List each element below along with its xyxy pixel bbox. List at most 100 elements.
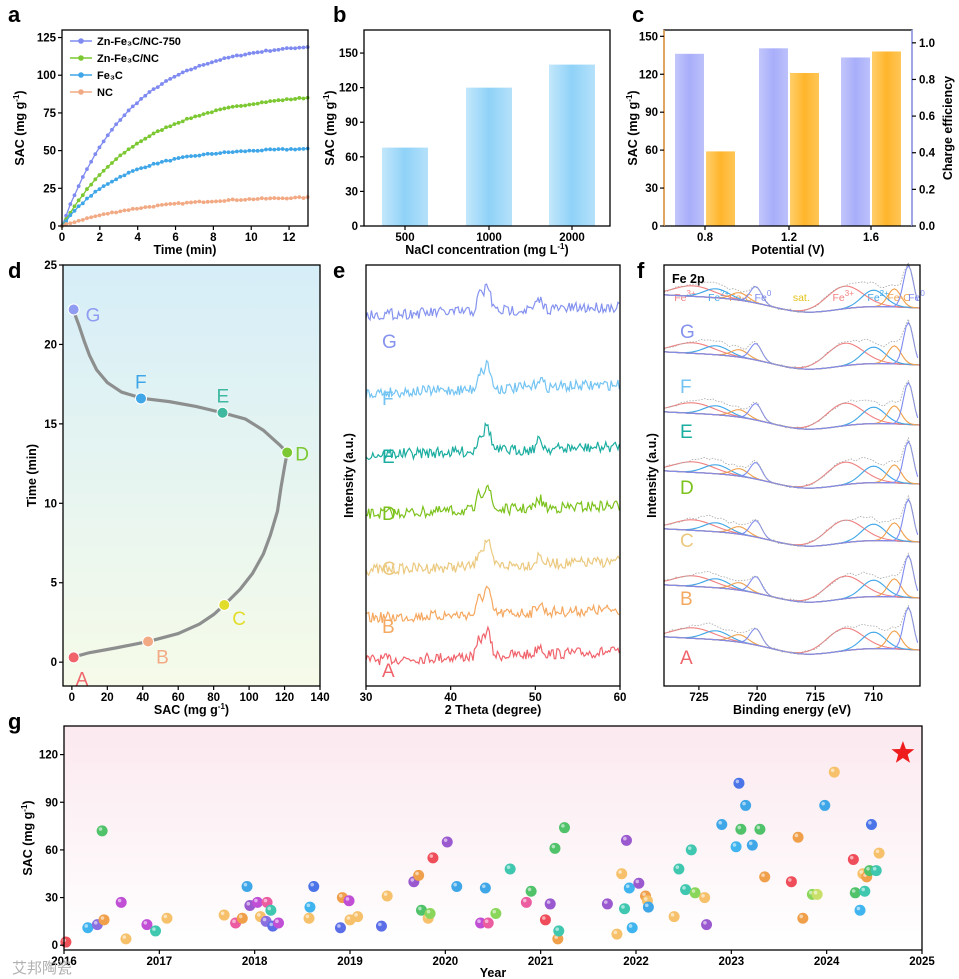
literature-point bbox=[601, 898, 613, 910]
data-point bbox=[243, 197, 248, 202]
point-highlight bbox=[682, 886, 686, 890]
panel-label-e: e bbox=[333, 258, 345, 283]
literature-point bbox=[441, 836, 453, 848]
data-point bbox=[234, 53, 239, 58]
state-label-D: D bbox=[295, 444, 309, 465]
xps-component bbox=[663, 519, 918, 547]
x-tick-label: 2 bbox=[97, 232, 103, 244]
literature-point bbox=[740, 799, 752, 811]
data-point bbox=[247, 197, 252, 201]
data-point bbox=[122, 113, 127, 118]
data-point bbox=[289, 196, 293, 201]
data-point bbox=[255, 50, 260, 55]
literature-point bbox=[265, 904, 277, 916]
y-axis-label: Time (min) bbox=[25, 444, 39, 507]
peak-label-6-sup: 2+ bbox=[880, 289, 889, 298]
data-point bbox=[209, 60, 214, 65]
legend-label-2: Fe₃C bbox=[97, 70, 123, 82]
point-highlight bbox=[152, 927, 156, 931]
literature-point bbox=[730, 841, 742, 853]
x-axis-label-main: NaCl concentration (mg L bbox=[405, 243, 557, 257]
data-point bbox=[234, 198, 239, 203]
xps-component bbox=[663, 346, 918, 370]
point-highlight bbox=[263, 898, 268, 903]
point-highlight bbox=[787, 878, 792, 882]
panel-label-c: c bbox=[632, 2, 644, 27]
point-highlight bbox=[117, 898, 122, 903]
data-point bbox=[251, 102, 256, 107]
data-point bbox=[251, 148, 256, 153]
data-point bbox=[214, 59, 218, 63]
point-highlight bbox=[625, 884, 630, 889]
state-point-C bbox=[218, 598, 231, 611]
xrd-label-A: A bbox=[382, 661, 395, 682]
data-point bbox=[230, 150, 235, 155]
panel-title: Fe 2p bbox=[672, 272, 705, 286]
point-highlight bbox=[675, 865, 680, 869]
y-tick-label: 75 bbox=[43, 108, 56, 120]
state-label-B: B bbox=[156, 648, 169, 669]
point-highlight bbox=[378, 922, 382, 927]
peak-label-6: Fe2+ bbox=[867, 289, 889, 304]
data-point bbox=[226, 198, 231, 202]
literature-point bbox=[252, 896, 264, 908]
panel-a: 0 2 4 6 8 10 12 0 25 50 75 100 125 Time (min) SAC (mg … bbox=[12, 29, 310, 257]
point-highlight bbox=[345, 897, 350, 901]
peak-label-3-sup: 0 bbox=[767, 289, 772, 298]
literature-point bbox=[859, 885, 871, 897]
legend-label-0: Zn-Fe₃C/NC-750 bbox=[97, 36, 181, 48]
point-highlight bbox=[642, 892, 646, 896]
point-highlight bbox=[477, 919, 481, 923]
data-point bbox=[234, 149, 239, 154]
data-point bbox=[168, 158, 173, 163]
data-point bbox=[284, 147, 289, 152]
x-tick-label: 710 bbox=[864, 692, 883, 704]
point-highlight bbox=[410, 878, 415, 882]
data-point bbox=[218, 199, 223, 204]
legend-marker-3 bbox=[78, 89, 84, 95]
point-highlight bbox=[383, 892, 388, 896]
data-point bbox=[89, 182, 94, 187]
y-tick-label: 125 bbox=[37, 33, 57, 45]
panel-label-a: a bbox=[8, 2, 21, 27]
point-highlight bbox=[604, 900, 608, 904]
literature-point bbox=[673, 863, 685, 875]
data-point bbox=[189, 67, 193, 72]
data-point bbox=[76, 218, 81, 223]
bar-charge-efficiency-1.6 bbox=[841, 57, 870, 226]
data-point bbox=[268, 99, 273, 104]
data-point bbox=[68, 202, 73, 207]
data-point bbox=[222, 56, 227, 61]
literature-point bbox=[689, 887, 701, 899]
literature-point bbox=[120, 933, 132, 945]
x-axis-label: Year bbox=[480, 966, 507, 979]
point-highlight bbox=[813, 890, 818, 895]
point-highlight bbox=[551, 844, 556, 849]
x-tick-label: 12 bbox=[283, 232, 296, 244]
data-point bbox=[268, 196, 273, 201]
plot-frame bbox=[363, 29, 611, 227]
point-highlight bbox=[426, 909, 431, 914]
state-point-D bbox=[281, 446, 294, 459]
xps-component bbox=[663, 406, 918, 430]
data-point bbox=[255, 148, 260, 153]
data-point bbox=[168, 124, 173, 129]
point-highlight bbox=[254, 898, 258, 903]
data-point bbox=[126, 208, 131, 213]
literature-point bbox=[381, 890, 393, 902]
point-highlight bbox=[808, 890, 813, 895]
data-point bbox=[280, 46, 285, 51]
literature-point bbox=[616, 868, 628, 880]
y-tick-label: 0 bbox=[52, 940, 58, 952]
literature-point bbox=[668, 911, 680, 923]
y-tick-label: 0 bbox=[50, 221, 56, 233]
point-highlight bbox=[269, 922, 273, 927]
state-point-E bbox=[216, 406, 229, 419]
point-highlight bbox=[628, 924, 633, 928]
data-point bbox=[130, 169, 135, 173]
x-tick-label: 1000 bbox=[476, 232, 502, 244]
y-tick-label: 20 bbox=[44, 339, 57, 351]
data-point bbox=[114, 210, 119, 215]
y-axis-label-end: ) bbox=[21, 800, 35, 804]
x-tick-label: 500 bbox=[395, 232, 414, 244]
